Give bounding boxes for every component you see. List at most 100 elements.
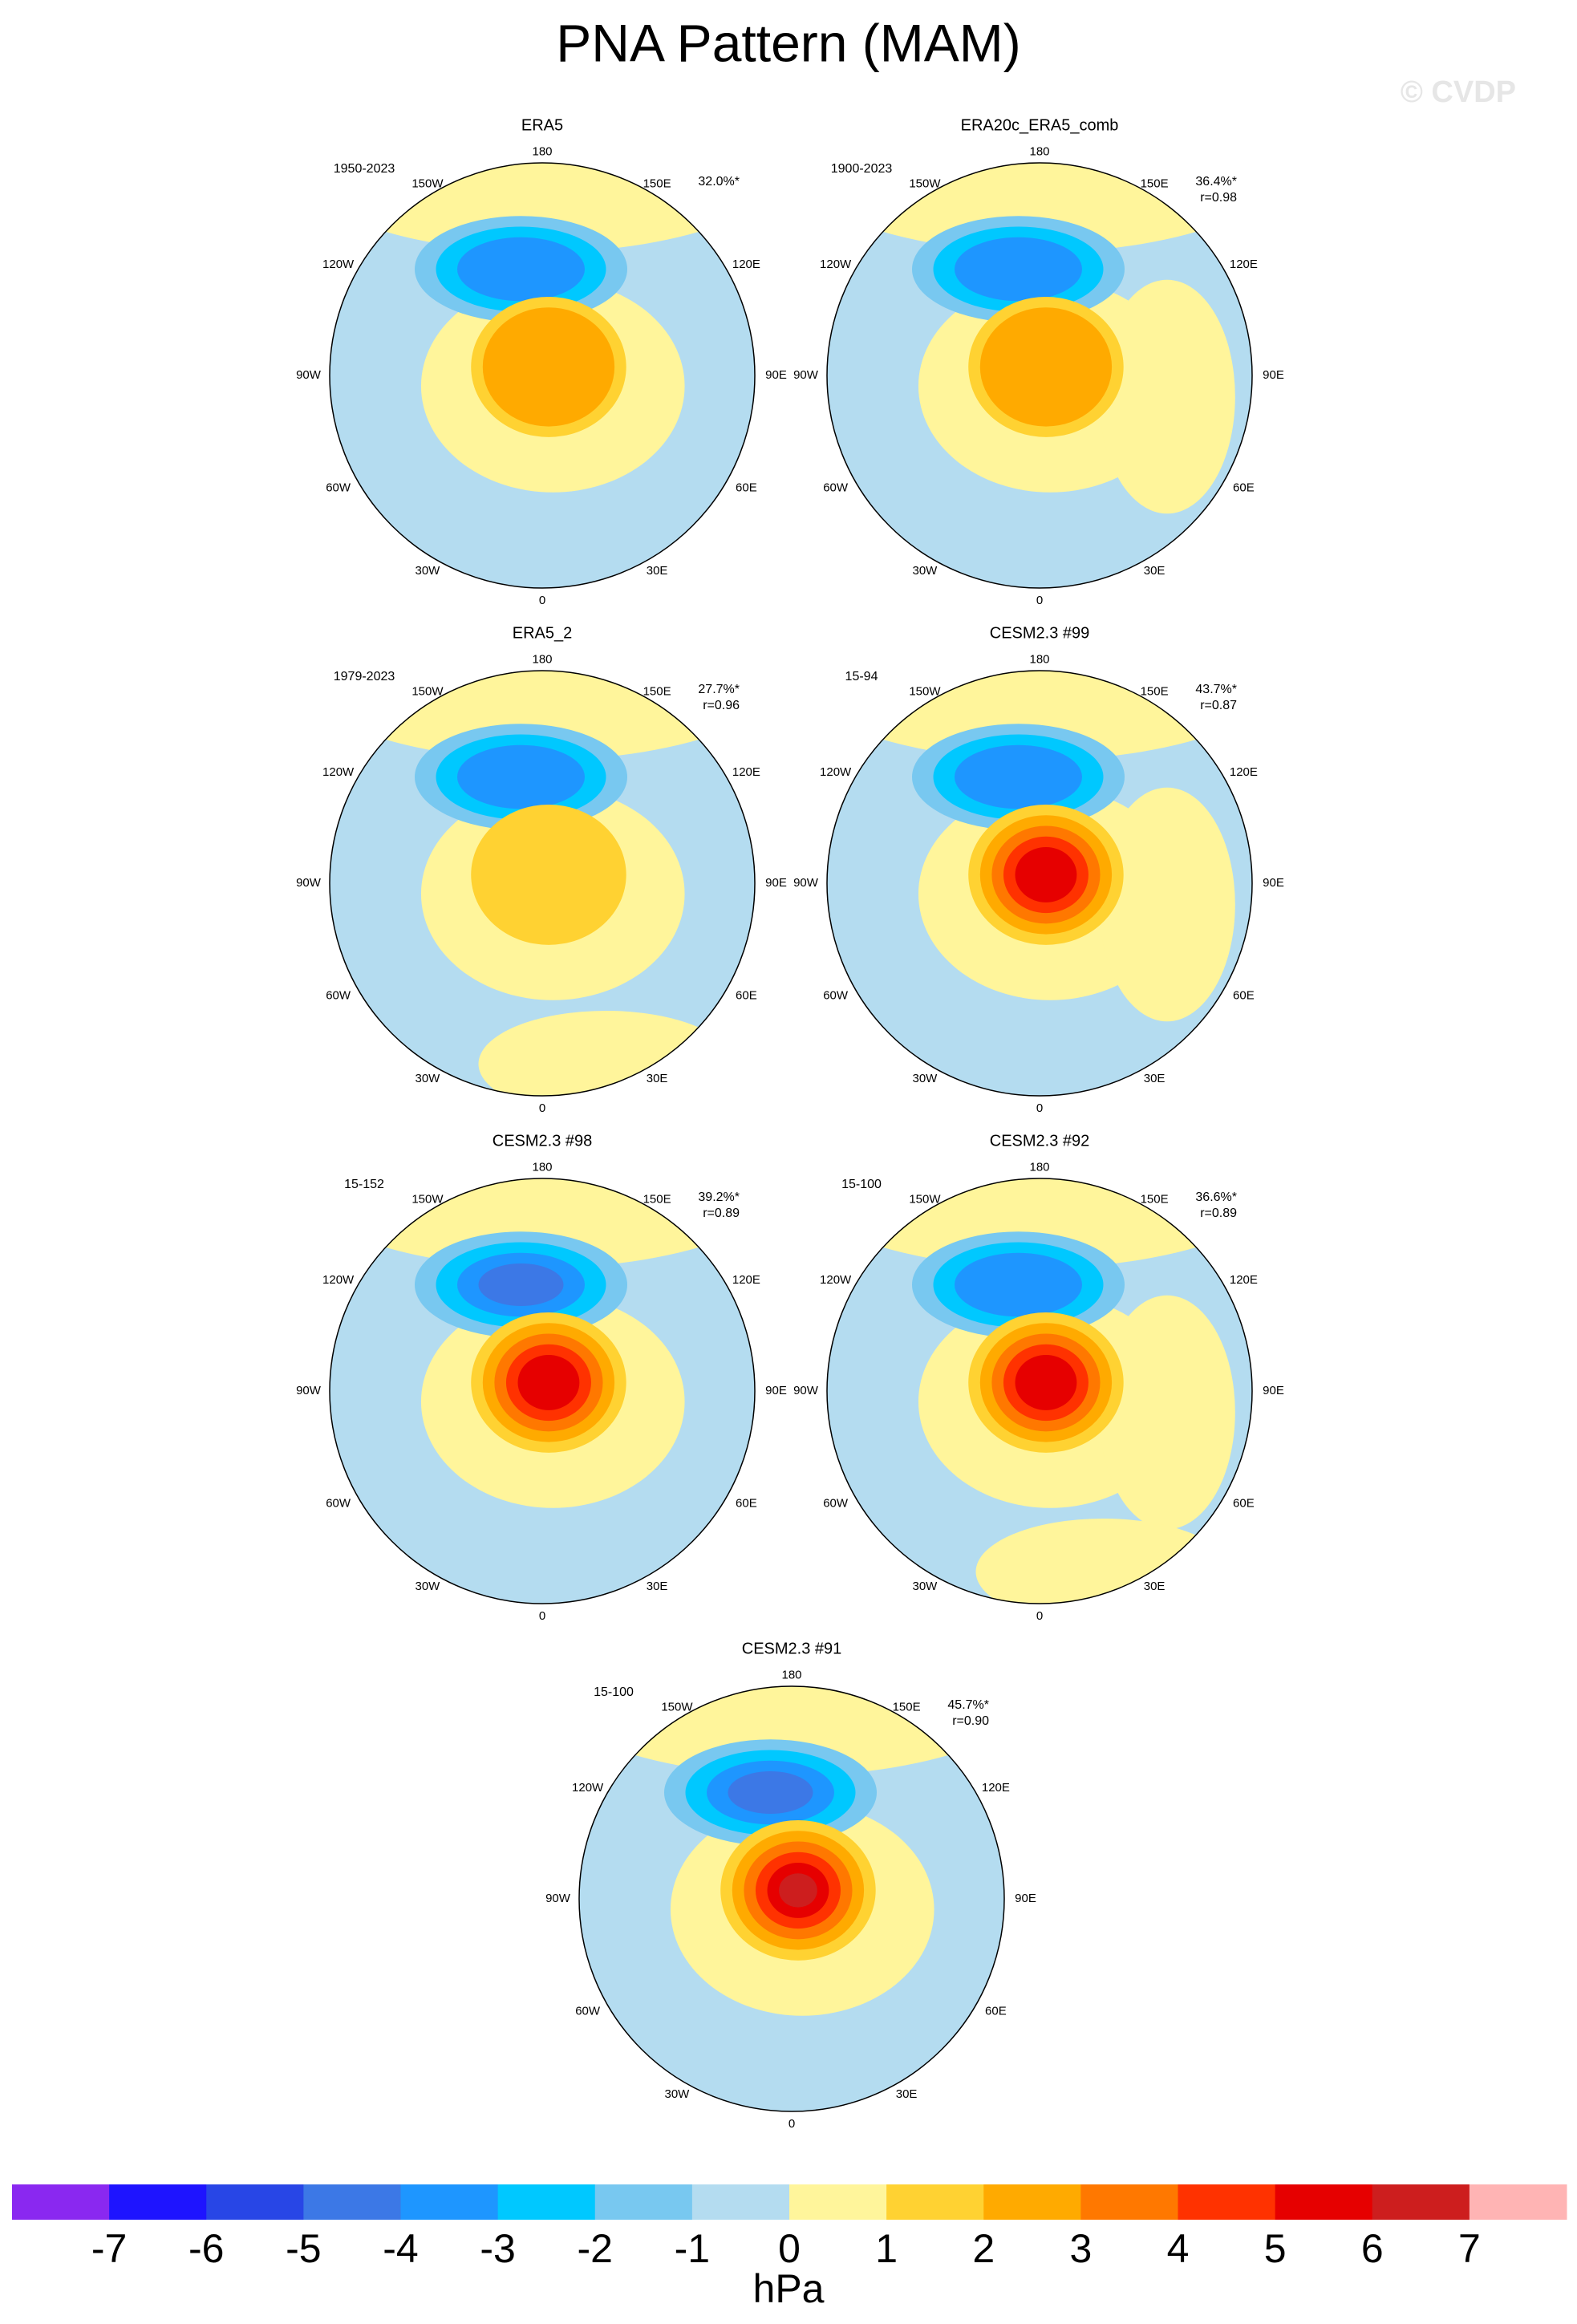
colorbar-box [789,2184,887,2220]
longitude-label: 60E [736,481,757,494]
longitude-label: 150W [411,684,444,698]
explained-variance: 32.0%* [698,175,740,189]
longitude-label: 90W [545,1892,571,1905]
longitude-label: 60W [326,1496,351,1510]
longitude-label: 0 [539,594,545,607]
longitude-label: 0 [1036,1609,1043,1623]
longitude-label: 60W [823,1496,849,1510]
longitude-label: 30E [1144,564,1166,578]
map-border [329,670,756,1097]
colorbar-tick-label: -5 [286,2226,321,2271]
longitude-label: 120W [820,1273,852,1287]
colorbar-tick-label: 1 [875,2226,898,2271]
longitude-label: 30E [896,2087,918,2101]
colorbar-tick-label: 6 [1361,2226,1384,2271]
longitude-label: 60W [823,988,849,1002]
longitude-label: 30E [647,564,668,578]
longitude-label: 30W [912,1072,938,1085]
map-border [826,162,1253,589]
longitude-label: 30E [647,1580,668,1593]
longitude-label: 30W [664,2087,690,2101]
field-negative [478,1263,564,1306]
longitude-label: 90E [765,368,787,382]
map-panel: ERA20c_ERA5_comb 1900-2023 36.4%* r=0.98 180… [793,116,1284,607]
longitude-label: 90E [1015,1892,1036,1905]
longitude-label: 150E [1141,176,1169,190]
map-border [329,162,756,589]
longitude-label: 0 [1036,594,1043,607]
longitude-label: 90E [1263,1384,1284,1397]
colorbar-box [1080,2184,1178,2220]
longitude-label: 0 [539,1609,545,1623]
panel-period: 15-152 [344,1178,384,1191]
longitude-label: 120E [1230,765,1258,779]
map-panel: CESM2.3 #91 15-100 45.7%* r=0.90 180 150E 120E… [545,1640,1036,2131]
longitude-label: 90W [793,368,819,382]
colorbar-tick-label: 5 [1264,2226,1287,2271]
longitude-label: 0 [539,1101,545,1115]
longitude-label: 150E [643,684,671,698]
longitude-label: 60E [1233,988,1255,1002]
longitude-label: 120E [1230,258,1258,271]
colorbar-box [109,2184,207,2220]
longitude-label: 120W [322,1273,355,1287]
field-negative [955,744,1082,809]
field-positive [1099,787,1235,1022]
explained-variance: 36.6%* [1195,1190,1237,1204]
map-border [826,670,1253,1097]
pattern-correlation: r=0.87 [1200,699,1237,712]
longitude-label: 30W [912,1580,938,1593]
panel-title: CESM2.3 #99 [990,624,1090,642]
longitude-label: 60E [985,2004,1007,2018]
map-border [826,1178,1253,1604]
map-border [329,1178,756,1604]
longitude-label: 90E [1263,876,1284,890]
colorbar-tick-label: 3 [1069,2226,1092,2271]
figure-title: PNA Pattern (MAM) [556,13,1020,72]
longitude-label: 180 [532,145,552,159]
longitude-label: 150W [909,1192,941,1206]
colorbar-tick-label: -2 [578,2226,613,2271]
longitude-label: 150E [1141,1192,1169,1206]
longitude-label: 90W [793,1384,819,1397]
pattern-correlation: r=0.96 [703,699,740,712]
field-positive [1099,1295,1235,1530]
field-positive [517,1354,580,1410]
longitude-label: 150W [661,1700,693,1714]
longitude-label: 120W [322,258,355,271]
longitude-label: 150W [909,684,941,698]
panel-period: 1950-2023 [334,162,395,176]
longitude-label: 30W [415,564,440,578]
colorbar-box [497,2184,596,2220]
field-positive [1099,279,1235,514]
map-panel: CESM2.3 #99 15-94 43.7%* r=0.87 180 150E 120E 9… [793,624,1284,1115]
map-border [578,1685,1005,2112]
colorbar-tick-label: 2 [972,2226,995,2271]
longitude-label: 90E [765,1384,787,1397]
longitude-label: 120W [322,765,355,779]
longitude-label: 0 [1036,1101,1043,1115]
field-positive [1015,1354,1077,1410]
longitude-label: 30E [647,1072,668,1085]
field-negative [457,744,585,809]
panel-title: CESM2.3 #92 [990,1132,1090,1150]
map-panel: CESM2.3 #98 15-152 39.2%* r=0.89 180 150E 120E… [296,1132,787,1623]
explained-variance: 43.7%* [1195,683,1237,696]
longitude-label: 60E [736,988,757,1002]
longitude-label: 60W [326,481,351,494]
longitude-label: 60E [736,1496,757,1510]
colorbar-tick-label: 7 [1458,2226,1481,2271]
longitude-label: 120E [732,1273,760,1287]
map-panel: ERA5_2 1979-2023 27.7%* r=0.96 180 150E 120E 90… [296,624,787,1115]
panel-title: ERA20c_ERA5_comb [961,116,1119,134]
colorbar-box [1372,2184,1470,2220]
colorbar-box [691,2184,790,2220]
colorbar-box [12,2184,110,2220]
field-negative [955,1252,1082,1317]
longitude-label: 150E [1141,684,1169,698]
longitude-label: 120W [820,765,852,779]
pattern-correlation: r=0.89 [1200,1207,1237,1220]
longitude-label: 120E [732,258,760,271]
panel-title: ERA5_2 [513,624,573,642]
watermark: © CVDP [1401,75,1516,109]
